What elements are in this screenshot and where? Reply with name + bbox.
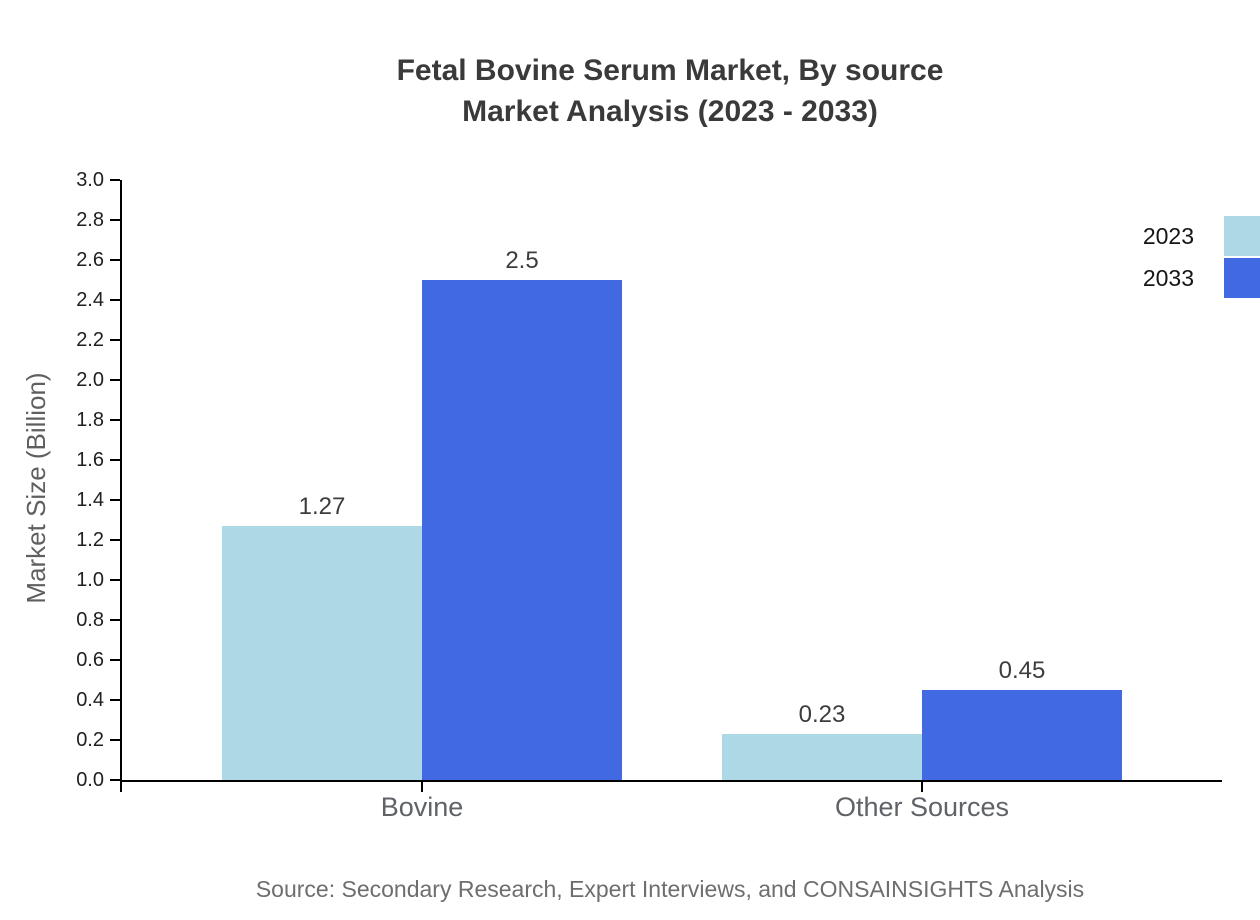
- source-note: Source: Secondary Research, Expert Inter…: [255, 876, 1085, 902]
- y-tick-label: 2.8: [76, 209, 104, 231]
- y-tick-label: 2.0: [76, 369, 104, 391]
- bar-2033-other-sources: [922, 690, 1122, 780]
- y-tick-label: 1.8: [76, 409, 104, 431]
- y-tick-mark: [110, 499, 120, 501]
- y-tick-mark: [110, 459, 120, 461]
- x-category-label: Other Sources: [834, 792, 1010, 822]
- x-tick-mark: [921, 782, 923, 792]
- y-tick-label: 2.2: [76, 329, 104, 351]
- y-tick-mark: [110, 179, 120, 181]
- chart-title-line2: Market Analysis (2023 - 2033): [462, 95, 878, 128]
- y-tick-label: 2.6: [76, 249, 104, 271]
- plot-area: 0.0 0.2 0.4 0.6 0.8 1.0 1.2 1.4 1.6 1.8 2.0 2.2 2.4 2…: [76, 169, 1222, 822]
- y-tick-mark: [110, 699, 120, 701]
- y-tick-mark: [110, 379, 120, 381]
- bar-value-label: 0.45: [998, 657, 1046, 684]
- y-tick-label: 0.2: [76, 729, 104, 751]
- chart-title: Fetal Bovine Serum Market, By source Mar…: [120, 50, 1220, 132]
- y-axis-line-extension: [120, 780, 122, 792]
- y-tick-mark: [110, 619, 120, 621]
- x-tick-mark: [421, 782, 423, 792]
- x-category-label: Bovine: [380, 792, 464, 822]
- y-tick-label: 1.0: [76, 569, 104, 591]
- y-tick-mark: [110, 659, 120, 661]
- y-tick-mark: [110, 579, 120, 581]
- y-tick-mark: [110, 259, 120, 261]
- y-tick-label: 1.6: [76, 449, 104, 471]
- y-tick-mark: [110, 299, 120, 301]
- y-tick-mark: [110, 779, 120, 781]
- bar-value-label: 2.5: [505, 247, 539, 274]
- legend-label: 2033: [1142, 265, 1194, 291]
- y-tick-label: 3.0: [76, 169, 104, 191]
- bar-value-label: 1.27: [298, 493, 346, 520]
- y-tick-label: 0.0: [76, 769, 104, 791]
- y-tick-mark: [110, 339, 120, 341]
- y-tick-mark: [110, 219, 120, 221]
- y-tick-label: 0.6: [76, 649, 104, 671]
- legend-item: 2033: [1143, 258, 1260, 298]
- y-tick-label: 2.4: [76, 289, 104, 311]
- y-tick-label: 0.4: [76, 689, 104, 711]
- y-tick-label: 1.2: [76, 529, 104, 551]
- legend-item: 2023: [1143, 216, 1260, 256]
- y-tick-mark: [110, 539, 120, 541]
- y-tick-mark: [110, 419, 120, 421]
- bar-value-label: 0.23: [798, 701, 846, 728]
- legend-label: 2023: [1142, 223, 1194, 249]
- bar-2023-bovine: [222, 526, 422, 780]
- chart-title-line1: Fetal Bovine Serum Market, By source: [396, 54, 944, 87]
- legend-swatch: [1224, 216, 1260, 256]
- y-tick-label: 1.4: [76, 489, 104, 511]
- y-tick-label: 0.8: [76, 609, 104, 631]
- y-tick-mark: [110, 739, 120, 741]
- bar-2023-other-sources: [722, 734, 922, 780]
- bar-2033-bovine: [422, 280, 622, 780]
- legend: 2023 2033: [1143, 216, 1260, 300]
- legend-swatch: [1224, 258, 1260, 298]
